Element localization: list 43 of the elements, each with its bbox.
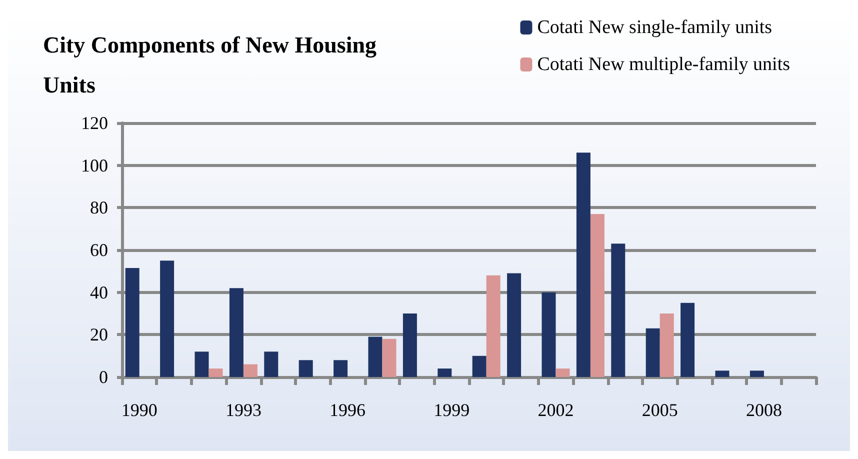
y-tick-label: 20: [90, 324, 108, 345]
bar: [660, 314, 674, 377]
bar: [646, 328, 660, 377]
bar: [556, 368, 570, 377]
bar: [298, 360, 313, 377]
bar: [576, 152, 590, 377]
bar: [382, 338, 396, 377]
bar: [402, 314, 417, 377]
y-tick-label: 40: [90, 282, 108, 302]
bar: [243, 364, 258, 377]
legend-label: Cotati New single-family units: [537, 17, 772, 38]
y-tick-label: 120: [81, 113, 108, 133]
bar: [507, 273, 522, 377]
y-tick-label: 80: [90, 198, 108, 218]
chart-title: City Components of New Housing Units: [43, 32, 382, 98]
y-tick-label: 100: [81, 155, 108, 176]
bar: [715, 370, 730, 377]
bar: [590, 214, 604, 377]
bar: [160, 260, 174, 377]
bar: [125, 268, 140, 377]
bar: [264, 352, 278, 377]
x-tick-label: 1996: [330, 400, 366, 420]
bar: [368, 336, 382, 377]
bar: [194, 352, 209, 377]
bar: [438, 368, 452, 377]
x-tick-label: 2002: [538, 400, 574, 420]
bar: [208, 368, 223, 377]
bar: [750, 370, 764, 377]
x-tick-label: 1990: [121, 400, 158, 420]
x-tick-label: 2008: [746, 400, 782, 420]
legend-label: Cotati New multiple-family units: [537, 54, 790, 75]
bar: [472, 356, 486, 377]
bar: [680, 302, 695, 377]
bar: [611, 244, 626, 377]
x-tick-label: 2005: [642, 400, 678, 420]
bar: [486, 275, 500, 377]
y-tick-label: 60: [90, 240, 108, 260]
x-tick-label: 1999: [434, 400, 470, 420]
bar: [334, 360, 348, 377]
y-tick-label: 0: [99, 367, 108, 387]
x-tick-label: 1993: [225, 400, 262, 420]
bar: [229, 288, 244, 377]
bar: [542, 292, 556, 377]
